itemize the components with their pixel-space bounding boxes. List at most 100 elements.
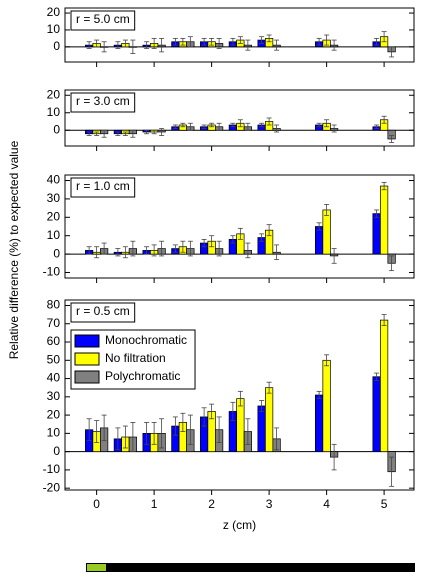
- error-bar: [187, 36, 193, 48]
- x-tick-label: 4: [323, 497, 330, 511]
- y-tick-label: 30: [47, 191, 61, 205]
- error-bar: [180, 122, 186, 128]
- y-tick-label: 20: [47, 87, 61, 101]
- error-bar: [389, 255, 395, 272]
- annotation-box: [70, 302, 136, 323]
- error-bar: [86, 418, 92, 442]
- error-bar: [187, 414, 193, 445]
- error-bar: [274, 39, 280, 51]
- legend-swatch: [74, 334, 100, 348]
- error-bar: [201, 124, 207, 129]
- error-bar: [101, 129, 107, 138]
- error-bar: [151, 129, 157, 135]
- error-bar: [122, 246, 128, 259]
- error-bar: [101, 242, 107, 255]
- plot-frame: [64, 174, 415, 279]
- error-bar: [389, 456, 395, 487]
- error-bar: [230, 401, 236, 421]
- y-tick-label: 50: [47, 352, 61, 366]
- annotation-box: [70, 177, 136, 198]
- error-bar: [172, 244, 178, 253]
- y-tick-label: 10: [47, 105, 61, 119]
- error-bar: [209, 37, 215, 46]
- bar: [380, 319, 389, 452]
- error-bar: [159, 37, 165, 53]
- x-tick-label: 1: [151, 497, 158, 511]
- error-bar: [151, 244, 157, 257]
- error-bar: [331, 443, 337, 471]
- bar: [322, 209, 331, 255]
- error-bar: [144, 422, 150, 445]
- y-tick-label: 10: [47, 228, 61, 242]
- legend-label: Monochromatic: [105, 333, 187, 347]
- error-bar: [316, 122, 322, 128]
- error-bar: [245, 242, 251, 259]
- error-bar: [122, 39, 128, 48]
- y-tick-label: 0: [53, 444, 60, 458]
- error-bar: [86, 131, 92, 136]
- annotation: r = 0.5 cm: [76, 304, 130, 318]
- bar: [322, 359, 331, 452]
- error-bar: [259, 233, 265, 242]
- x-tick-label: 3: [266, 497, 273, 511]
- error-bar: [187, 240, 193, 257]
- legend-label: No filtration: [105, 351, 166, 365]
- error-bar: [237, 36, 243, 44]
- error-bar: [86, 41, 92, 49]
- error-bar: [144, 129, 150, 135]
- error-bar: [115, 41, 121, 49]
- legend-swatch: [74, 352, 100, 366]
- error-bar: [122, 131, 128, 136]
- y-tick-label: 0: [53, 122, 60, 136]
- y-tick-label: 20: [47, 209, 61, 223]
- error-bar: [130, 39, 136, 54]
- y-axis-label: Relative difference (%) to expected valu…: [7, 140, 21, 359]
- y-tick-label: -10: [43, 462, 61, 476]
- error-bar: [266, 117, 272, 126]
- y-tick-label: 60: [47, 334, 61, 348]
- error-bar: [374, 37, 380, 46]
- error-bar: [381, 181, 387, 191]
- bar: [236, 398, 245, 452]
- y-tick-label: 80: [47, 298, 61, 312]
- error-bar: [130, 129, 136, 138]
- error-bar: [374, 209, 380, 218]
- error-bar: [245, 122, 251, 131]
- bar: [380, 185, 389, 255]
- error-bar: [230, 235, 236, 244]
- y-tick-label: 30: [47, 389, 61, 403]
- error-bar: [316, 222, 322, 231]
- error-bar: [144, 246, 150, 255]
- error-bar: [130, 240, 136, 257]
- x-tick-label: 0: [93, 497, 100, 511]
- plot-frame: [64, 89, 415, 147]
- legend-box: [70, 329, 196, 390]
- error-bar: [381, 314, 387, 326]
- error-bar: [381, 31, 387, 43]
- legend-label: Polychromatic: [105, 369, 180, 383]
- error-bar: [245, 39, 251, 51]
- y-tick-label: 10: [47, 22, 61, 36]
- error-bar: [159, 128, 165, 136]
- error-bar: [316, 37, 322, 46]
- error-bar: [216, 416, 222, 443]
- error-bar: [324, 34, 330, 46]
- annotation: r = 5.0 cm: [76, 12, 130, 26]
- error-bar: [266, 381, 272, 394]
- bar: [372, 376, 381, 452]
- error-bar: [331, 248, 337, 264]
- plot-frame: [64, 299, 415, 491]
- annotation: r = 3.0 cm: [76, 94, 130, 108]
- y-tick-label: 20: [47, 5, 61, 19]
- error-bar: [94, 246, 100, 259]
- y-tick-label: 40: [47, 371, 61, 385]
- error-bar: [172, 124, 178, 129]
- error-bar: [209, 403, 215, 420]
- plot-frame: [64, 7, 415, 63]
- error-bar: [331, 124, 337, 133]
- error-bar: [130, 422, 136, 453]
- error-bar: [122, 425, 128, 449]
- error-bar: [237, 227, 243, 240]
- error-bar: [331, 39, 337, 51]
